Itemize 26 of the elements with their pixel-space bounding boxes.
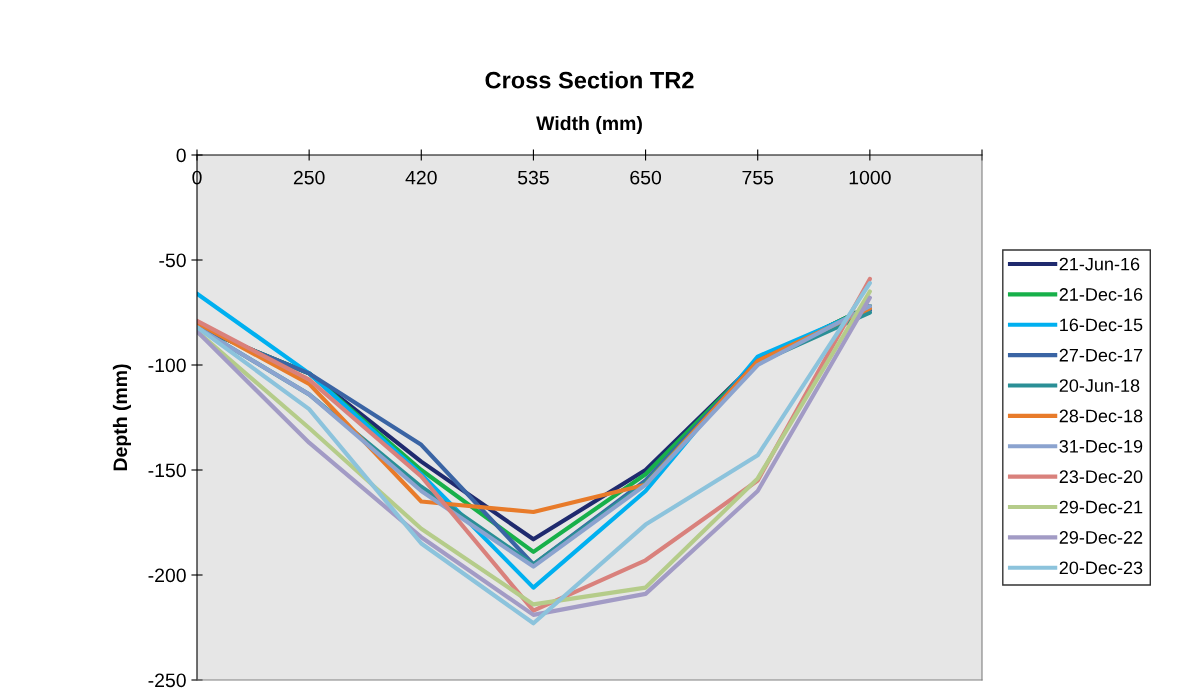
y-tick-label: -200 (148, 568, 186, 583)
x-tick-label: 535 (517, 170, 549, 185)
chart-title: Cross Section TR2 (485, 71, 694, 89)
legend-label: 29-Dec-22 (1059, 531, 1143, 544)
legend-label: 31-Dec-19 (1059, 439, 1143, 453)
x-tick-label: 755 (742, 170, 774, 185)
legend-label: 20-Dec-23 (1059, 561, 1143, 575)
x-tick-label: 250 (293, 170, 325, 185)
legend-label: 27-Dec-17 (1059, 348, 1143, 362)
x-tick-label: 1000 (849, 170, 891, 185)
legend-label: 29-Dec-21 (1059, 500, 1143, 514)
y-tick-label: -150 (148, 463, 186, 478)
y-axis-title: Depth (mm) (112, 364, 131, 471)
x-tick-label: 650 (630, 170, 662, 185)
legend-label: 20-Jun-18 (1059, 379, 1140, 392)
x-axis-title: Width (mm) (536, 115, 642, 135)
legend-label: 21-Dec-16 (1059, 288, 1143, 301)
legend-label: 21-Jun-16 (1059, 257, 1140, 271)
legend-label: 16-Dec-15 (1060, 318, 1143, 332)
y-tick-label: -250 (148, 673, 186, 688)
y-tick-label: -100 (148, 358, 186, 373)
y-tick-label: 0 (176, 148, 186, 163)
x-tick-label: 420 (405, 170, 437, 185)
legend-label: 23-Dec-20 (1059, 470, 1143, 484)
y-tick-label: -50 (159, 253, 186, 268)
legend-label: 28-Dec-18 (1059, 409, 1143, 423)
